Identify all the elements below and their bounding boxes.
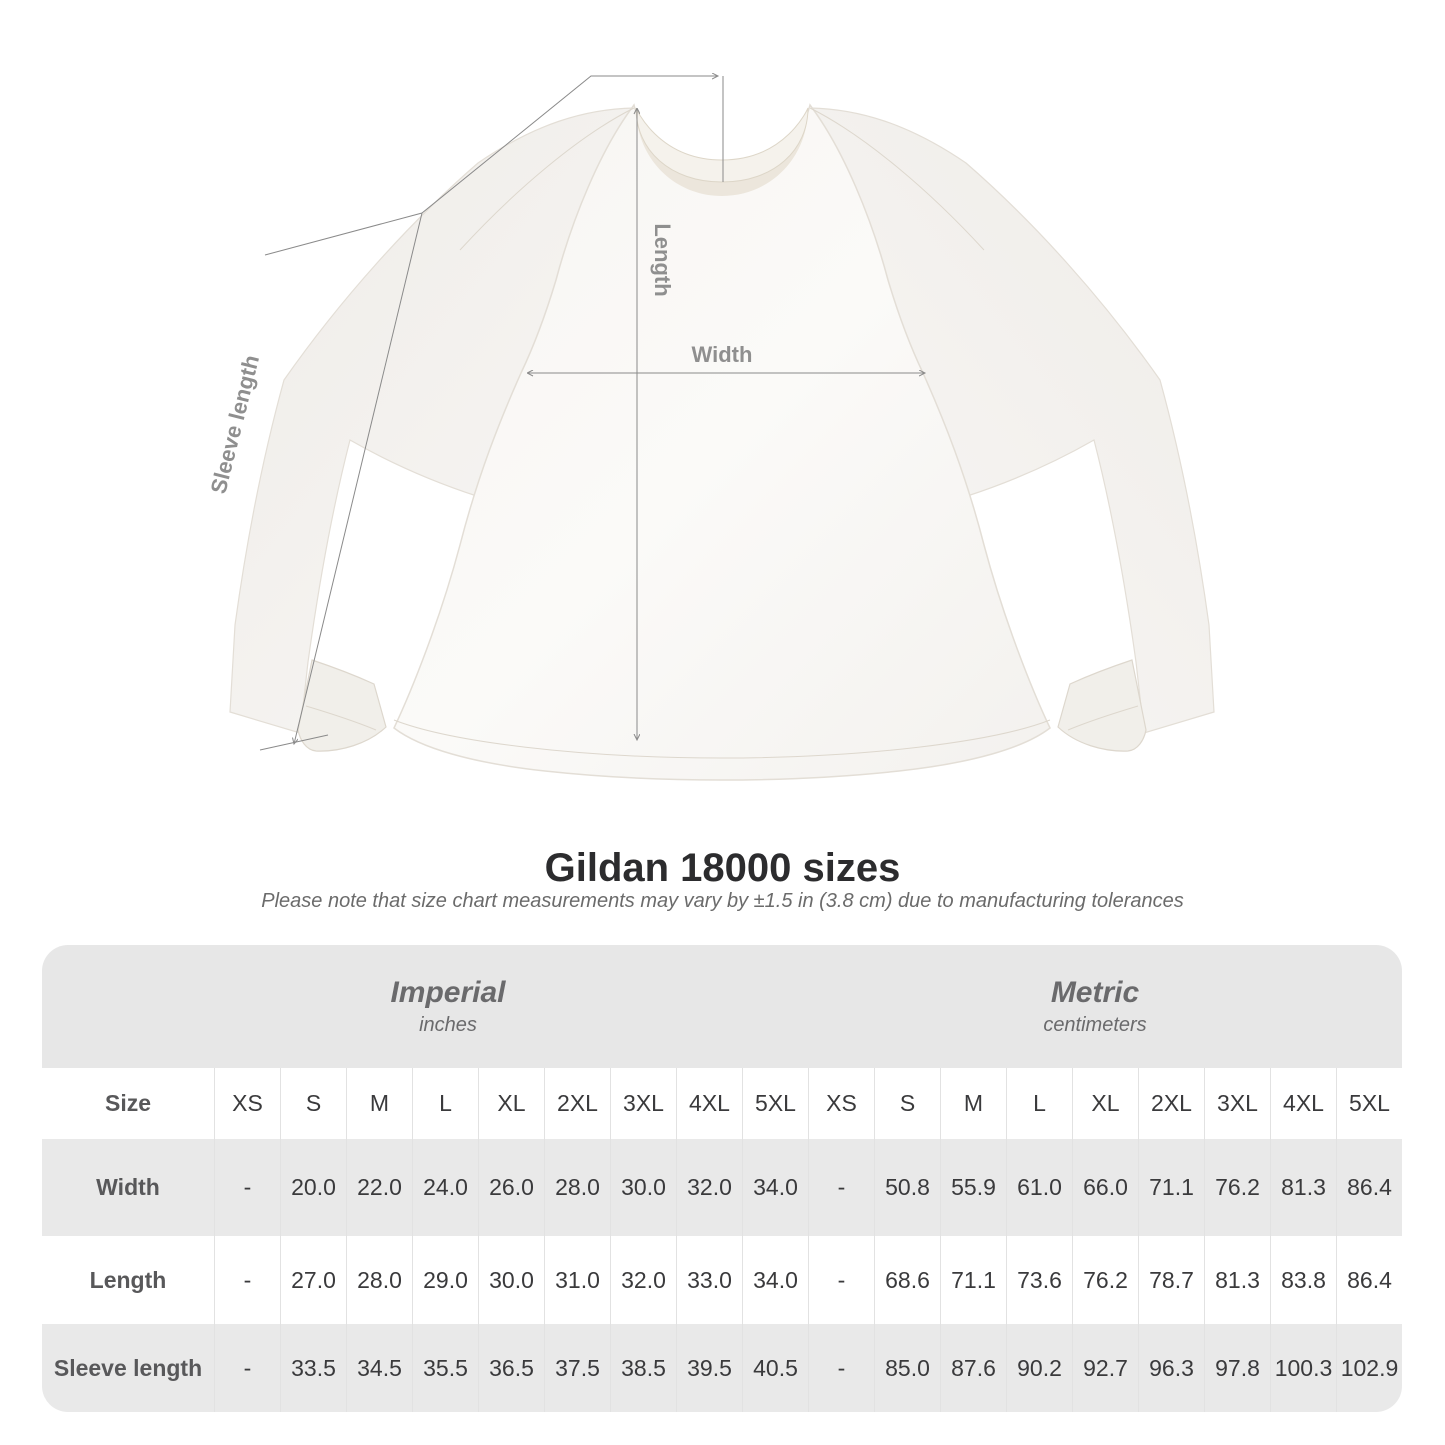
svg-text:Width: Width (692, 342, 753, 367)
svg-text:Length: Length (650, 223, 675, 296)
svg-text:Sleeve length: Sleeve length (206, 353, 265, 497)
